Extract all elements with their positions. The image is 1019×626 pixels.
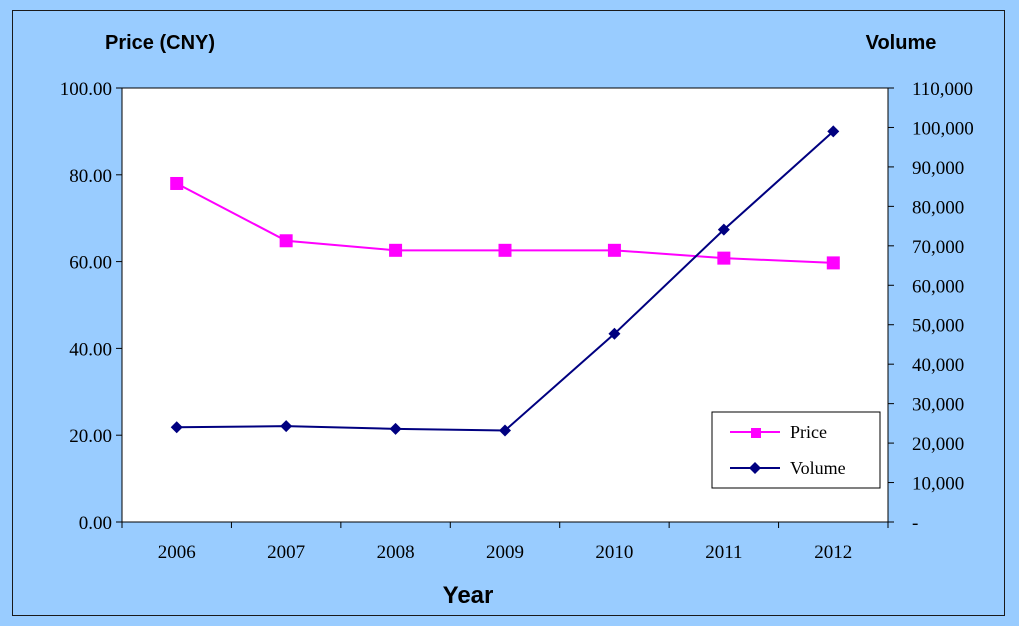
x-tick-label: 2006 [158,542,196,563]
legend: Price Volume [711,411,881,489]
legend-box [711,411,881,489]
data-point-volume [499,424,511,437]
y-left-tick-label: 40.00 [69,339,112,360]
data-point-price [170,176,184,190]
y-right-tick-label: 100,000 [912,118,974,139]
legend-price-label: Price [790,422,827,442]
y-right-tick-label: 110,000 [912,79,973,100]
y-right-tick-label: 50,000 [912,316,964,337]
y-right-tick-label: 30,000 [912,395,964,416]
x-axis-title: Year [443,582,494,609]
series-layer [170,125,840,437]
data-point-price [826,256,840,270]
data-point-price [607,243,621,257]
x-tick-label: 2010 [595,542,633,563]
y-right-tick-label: 90,000 [912,158,964,179]
legend-price-marker [751,428,761,438]
x-tick-label: 2012 [814,542,852,563]
data-point-volume [170,421,183,434]
y-right-tick-label: 40,000 [912,355,964,376]
y-right-tick-label: 70,000 [912,237,964,258]
data-point-volume [608,327,621,340]
y-right-tick-label: - [912,513,918,534]
data-point-volume [717,223,730,236]
data-point-price [498,243,512,257]
y-left-axis-title: Price (CNY) [105,32,215,54]
data-point-volume [389,422,402,435]
data-point-volume [827,125,840,138]
x-tick-label: 2011 [705,542,742,563]
y-right-tick-label: 80,000 [912,197,964,218]
y-right-tick-label: 60,000 [912,276,964,297]
x-tick-label: 2008 [377,542,415,563]
axes-layer: 0.00 20.00 40.00 60.00 80.00 100.00 - 10,000 20,… [60,79,974,563]
x-tick-label: 2009 [486,542,524,563]
y-left-tick-label: 100.00 [60,79,112,100]
y-left-tick-label: 60.00 [69,253,112,274]
y-right-tick-label: 20,000 [912,434,964,455]
data-point-price [279,234,293,248]
y-left-tick-label: 0.00 [79,513,112,534]
data-point-price [717,251,731,265]
data-point-price [389,243,403,257]
data-point-volume [280,420,293,433]
y-right-axis-title: Volume [866,32,937,54]
y-right-tick-label: 10,000 [912,474,964,495]
y-left-tick-label: 20.00 [69,426,112,447]
y-left-tick-label: 80.00 [69,166,112,187]
legend-volume-label: Volume [790,458,846,478]
legend-volume-marker [749,462,761,474]
x-tick-label: 2007 [267,542,305,563]
